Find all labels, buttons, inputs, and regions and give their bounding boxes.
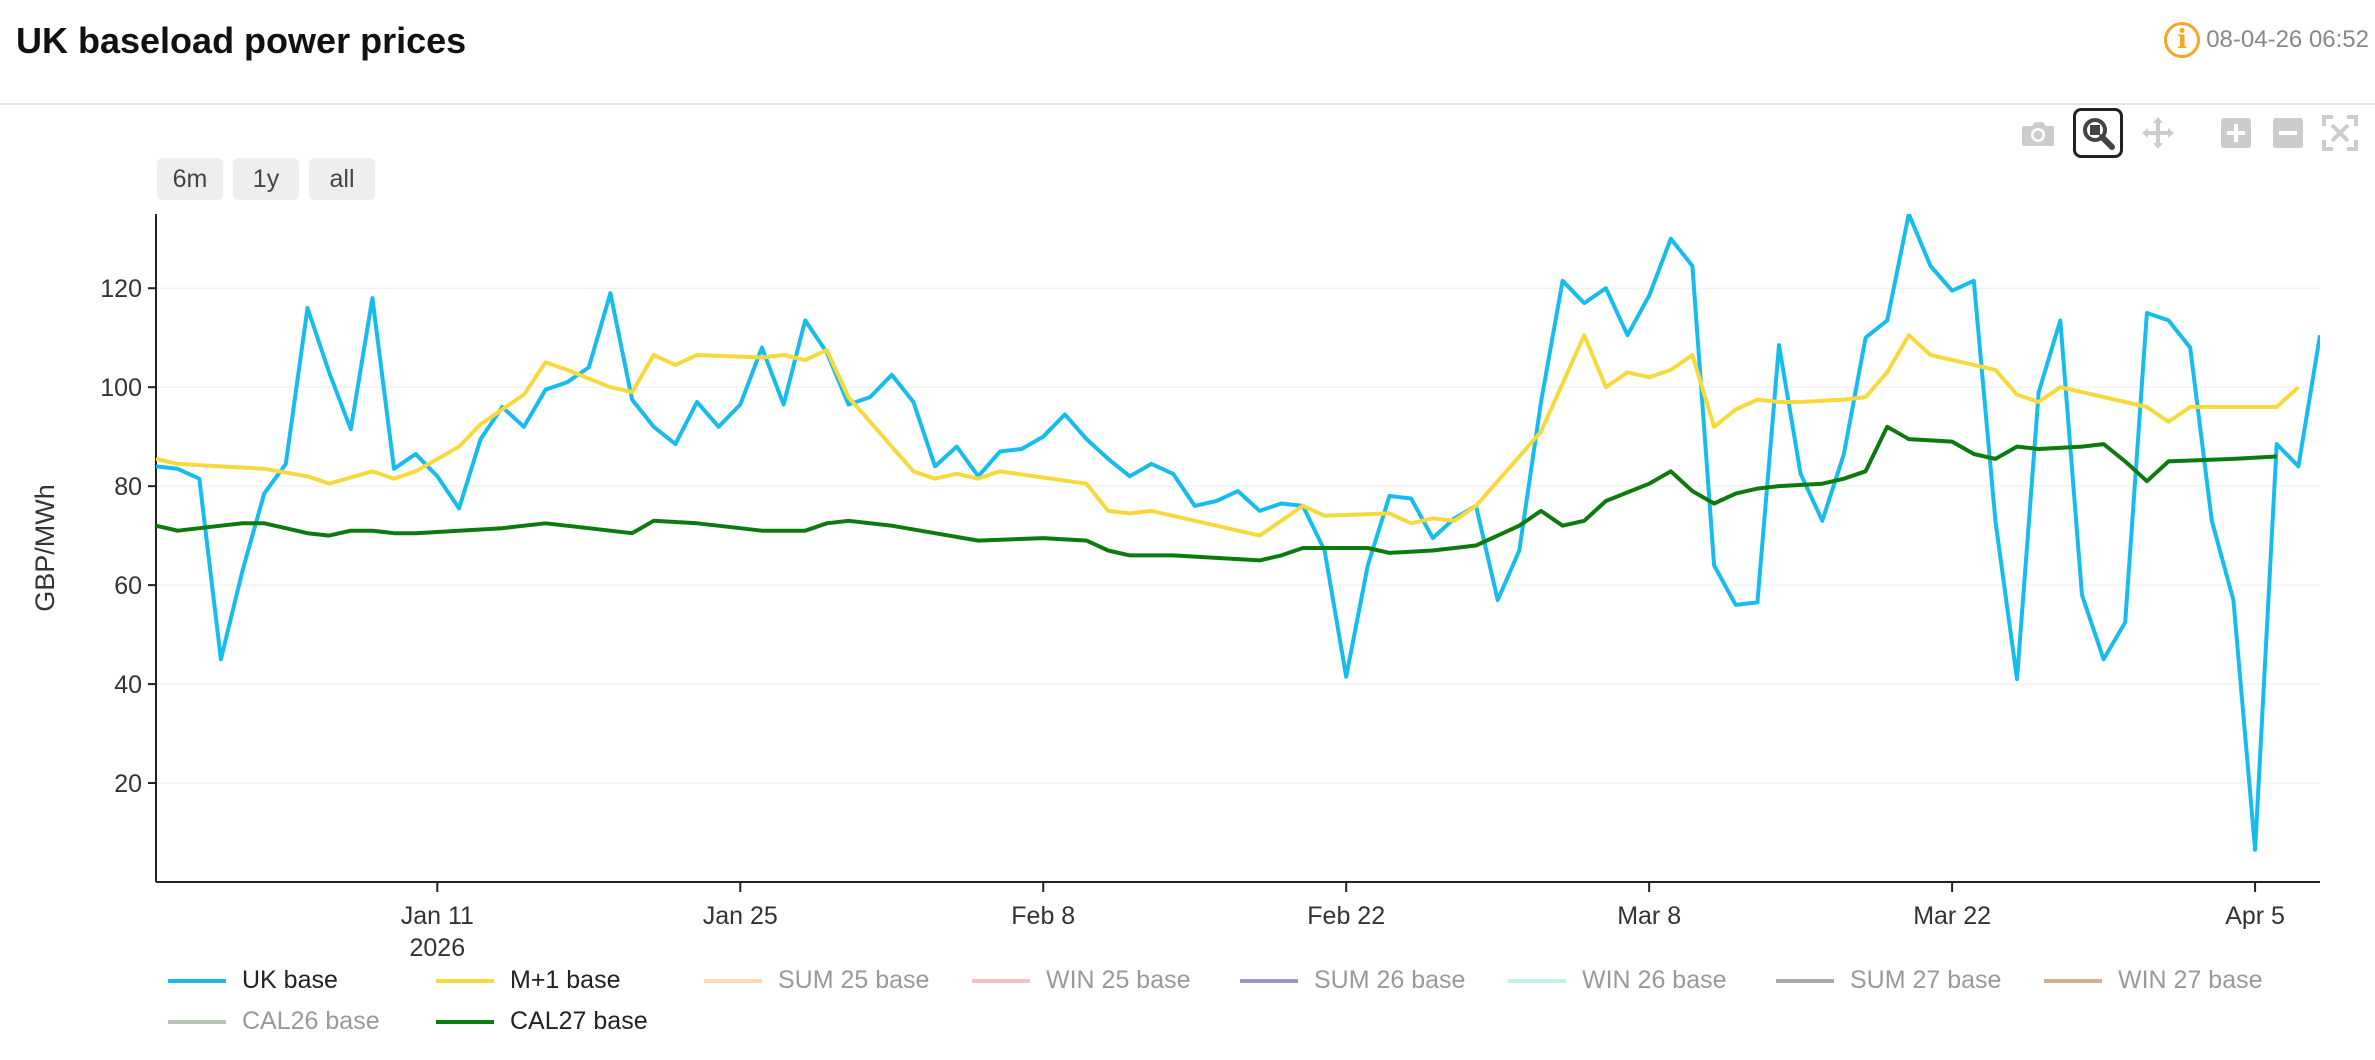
x-tick-sublabel: 2026: [410, 934, 466, 960]
series-line-cal27_base: [156, 424, 2277, 563]
timestamp: 08-04-26 06:52: [2206, 26, 2369, 53]
legend-label: CAL27 base: [510, 1007, 648, 1035]
legend-label: WIN 25 base: [1046, 966, 1191, 994]
range-button-1y[interactable]: 1y: [233, 158, 299, 200]
legend-item-sum25_base[interactable]: SUM 25 base: [704, 966, 972, 995]
legend-swatch: [168, 978, 226, 983]
legend-item-sum26_base[interactable]: SUM 26 base: [1240, 966, 1508, 995]
legend-label: SUM 25 base: [778, 966, 930, 994]
legend-label: SUM 27 base: [1850, 966, 2002, 994]
legend-swatch: [704, 978, 762, 983]
x-tick-label: Mar 8: [1617, 902, 1681, 930]
y-tick-label: 40: [114, 671, 142, 699]
range-button-6m[interactable]: 6m: [157, 158, 223, 200]
legend-label: UK base: [242, 966, 338, 994]
zoom-icon[interactable]: [2073, 108, 2123, 158]
y-tick-label: 120: [100, 275, 142, 303]
page-title: UK baseload power prices: [16, 20, 467, 61]
y-axis-label: GBP/MWh: [30, 484, 60, 612]
legend-item-win27_base[interactable]: WIN 27 base: [2044, 966, 2312, 995]
autoscale-icon[interactable]: [2315, 108, 2365, 158]
legend-item-win25_base[interactable]: WIN 25 base: [972, 966, 1240, 995]
legend-row: UK base M+1 base SUM 25 base WIN 25 base SUM…: [168, 960, 2368, 1001]
zoom-in-icon[interactable]: [2211, 108, 2261, 158]
legend-label: CAL26 base: [242, 1007, 380, 1035]
legend-item-cal27_base[interactable]: CAL27 base: [436, 1007, 704, 1036]
legend-item-uk_base[interactable]: UK base: [168, 966, 436, 995]
x-tick-label: Jan 25: [703, 902, 778, 930]
chart-modebar: [2003, 108, 2365, 158]
info-icon[interactable]: i: [2164, 22, 2201, 58]
legend-label: M+1 base: [510, 966, 621, 994]
y-tick-label: 60: [114, 572, 142, 600]
legend-swatch: [1508, 978, 1566, 983]
y-tick-label: 100: [100, 374, 142, 402]
x-tick-label: Feb 8: [1011, 902, 1075, 930]
legend-swatch: [436, 978, 494, 983]
legend-swatch: [1240, 978, 1298, 983]
range-button-all[interactable]: all: [309, 158, 375, 200]
legend-item-sum27_base[interactable]: SUM 27 base: [1776, 966, 2044, 995]
y-tick-label: 20: [114, 770, 142, 798]
legend-label: WIN 26 base: [1582, 966, 1727, 994]
legend-swatch: [972, 978, 1030, 983]
legend-swatch: [2044, 978, 2102, 983]
legend-row: CAL26 base CAL27 base: [168, 1001, 2368, 1042]
legend-swatch: [168, 1019, 226, 1024]
x-tick-label: Feb 22: [1307, 902, 1385, 930]
range-selector: 6m 1y all: [157, 158, 385, 200]
camera-icon[interactable]: [2013, 108, 2063, 158]
x-tick-label: Jan 11: [401, 902, 474, 930]
legend-item-win26_base[interactable]: WIN 26 base: [1508, 966, 1776, 995]
legend-swatch: [436, 1019, 494, 1024]
zoom-out-icon[interactable]: [2263, 108, 2313, 158]
legend-label: WIN 27 base: [2118, 966, 2263, 994]
series-line-uk_base: [156, 214, 2320, 852]
legend-swatch: [1776, 978, 1834, 983]
header-bar: UK baseload power prices i 08-04-26 06:5…: [0, 0, 2375, 105]
pan-icon[interactable]: [2133, 108, 2183, 158]
legend-item-m1_base[interactable]: M+1 base: [436, 966, 704, 995]
x-tick-label: Apr 5: [2225, 902, 2285, 930]
y-tick-label: 80: [114, 473, 142, 501]
series-line-m1_base: [156, 333, 2300, 538]
legend-label: SUM 26 base: [1314, 966, 1466, 994]
x-tick-label: Mar 22: [1913, 902, 1991, 930]
timestamp-group: i 08-04-26 06:52: [2164, 22, 2369, 58]
legend-item-cal26_base[interactable]: CAL26 base: [168, 1007, 436, 1036]
line-chart: 20 40 60 80 100 120 GBP/MWh Jan 11 2026 Jan 25 Feb…: [30, 214, 2320, 960]
chart-legend: UK base M+1 base SUM 25 base WIN 25 base SUM…: [168, 960, 2368, 1042]
plot-area: [156, 214, 2320, 852]
